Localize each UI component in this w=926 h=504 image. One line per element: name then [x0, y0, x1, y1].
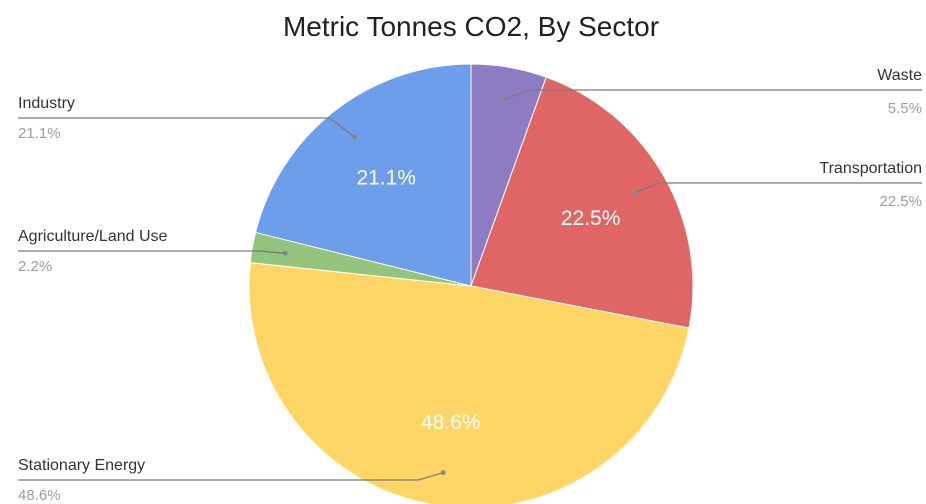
label-name-agriculture-land-use: Agriculture/Land Use [18, 228, 168, 245]
pie-slices [248, 63, 694, 504]
label-pct-stationary-energy: 48.6% [18, 487, 61, 504]
leader-line-waste [503, 89, 922, 101]
label-name-waste: Waste [877, 67, 922, 84]
pie-slice-industry [254, 63, 472, 287]
leader-line-industry [18, 117, 356, 138]
label-pct-industry: 21.1% [18, 125, 61, 142]
pie-outside-labels: Waste 5.5% Transportation 22.5% Stationary E… [18, 67, 922, 504]
pie-inside-labels: 22.5% 48.6% 21.1% [356, 167, 620, 435]
pie-slice-stationary-energy [248, 262, 690, 504]
inside-label-stationary-energy: 48.6% [421, 411, 481, 434]
chart-title: Metric Tonnes CO2, By Sector [283, 11, 659, 42]
label-name-stationary-energy: Stationary Energy [18, 457, 145, 474]
leader-line-agriculture-land-use [18, 250, 286, 254]
label-pct-transportation: 22.5% [879, 193, 922, 210]
label-pct-agriculture-land-use: 2.2% [18, 258, 52, 275]
pie-slice-transportation [470, 76, 694, 329]
label-name-industry: Industry [18, 95, 75, 112]
label-name-transportation: Transportation [819, 160, 922, 177]
pie-leader-lines [18, 89, 922, 481]
inside-label-transportation: 22.5% [561, 207, 621, 230]
leader-line-transportation [634, 182, 922, 194]
leader-line-stationary-energy [18, 472, 444, 481]
label-pct-waste: 5.5% [888, 100, 922, 117]
inside-label-industry: 21.1% [356, 167, 416, 190]
